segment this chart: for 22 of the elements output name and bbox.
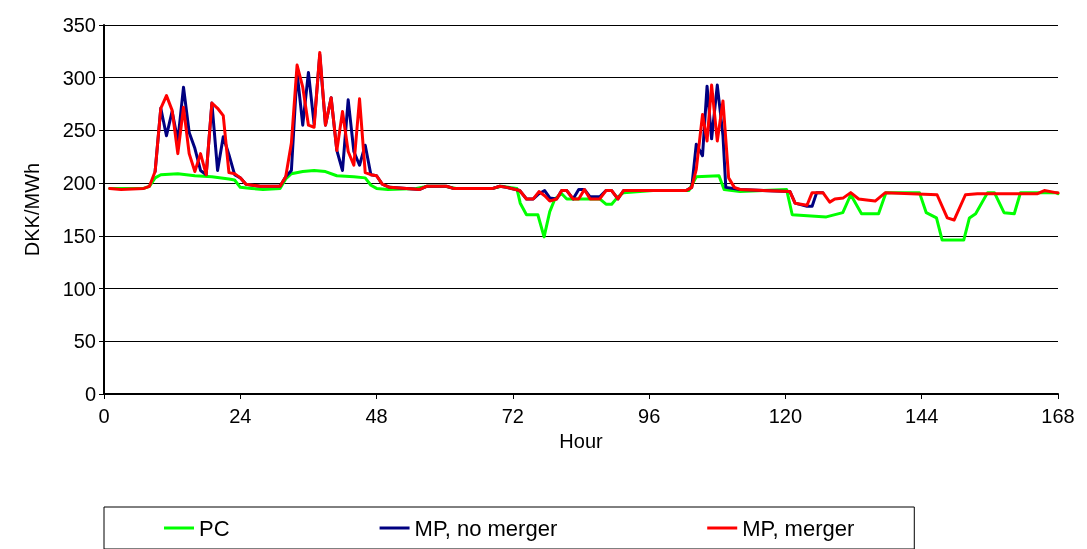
y-tick-label: 150	[62, 224, 96, 247]
legend-label: MP, merger	[742, 515, 855, 541]
legend-label: MP, no merger	[414, 515, 558, 541]
y-tick-label: 50	[73, 330, 96, 353]
x-tick-label: 48	[365, 405, 388, 427]
y-tick-label: 100	[62, 277, 96, 300]
y-tick-label: 200	[62, 172, 96, 195]
y-tick-label: 250	[62, 119, 96, 142]
y-tick-label: 300	[62, 66, 96, 89]
y-tick-label: 0	[84, 383, 96, 405]
x-tick-label: 120	[768, 405, 803, 427]
legend-label: PC	[199, 515, 230, 541]
x-tick-label: 72	[501, 405, 524, 427]
line-series	[108, 50, 1060, 222]
x-tick-label: 168	[1041, 405, 1075, 427]
x-tick-label: 96	[638, 405, 661, 427]
x-tick-label: 144	[905, 405, 939, 427]
y-tick-label: 350	[62, 14, 96, 36]
x-axis-title: Hour	[559, 429, 604, 452]
x-tick-label: 0	[98, 405, 110, 427]
y-axis-title: DKK/MWh	[21, 162, 43, 257]
x-tick-label: 24	[229, 405, 252, 427]
